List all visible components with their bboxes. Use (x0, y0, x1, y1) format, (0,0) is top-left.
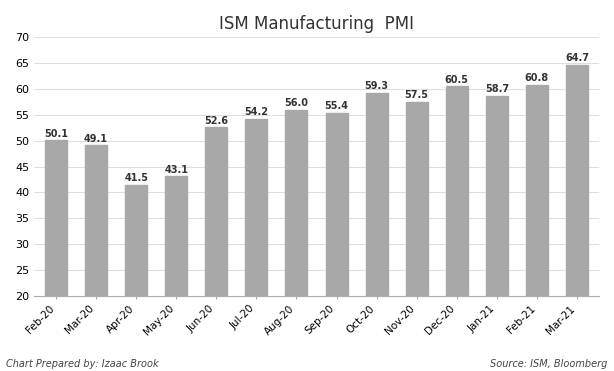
Bar (446, 86, 468, 296)
Bar (286, 110, 308, 296)
Bar (246, 119, 268, 296)
Text: 56.0: 56.0 (284, 98, 308, 108)
Text: 64.7: 64.7 (565, 53, 589, 63)
Bar (566, 65, 588, 296)
Text: 43.1: 43.1 (164, 165, 188, 175)
Text: 60.8: 60.8 (525, 73, 549, 83)
Text: 59.3: 59.3 (365, 81, 389, 91)
Bar (325, 113, 348, 296)
Bar (85, 145, 107, 296)
Text: 55.4: 55.4 (325, 101, 349, 111)
Title: ISM Manufacturing  PMI: ISM Manufacturing PMI (219, 15, 414, 33)
Bar (486, 96, 508, 296)
Text: 54.2: 54.2 (244, 108, 268, 118)
Bar (205, 127, 227, 296)
Text: Source: ISM, Bloomberg: Source: ISM, Bloomberg (491, 359, 608, 369)
Bar (165, 176, 187, 296)
Bar (365, 93, 387, 296)
Bar (406, 102, 428, 296)
Text: 52.6: 52.6 (204, 116, 228, 126)
Text: 60.5: 60.5 (445, 75, 468, 85)
Text: Chart Prepared by: Izaac Brook: Chart Prepared by: Izaac Brook (6, 359, 159, 369)
Bar (45, 140, 67, 296)
Text: 58.7: 58.7 (485, 84, 509, 94)
Bar (125, 185, 147, 296)
Text: 57.5: 57.5 (405, 91, 429, 101)
Bar (526, 85, 548, 296)
Text: 49.1: 49.1 (84, 134, 108, 144)
Text: 41.5: 41.5 (124, 173, 148, 183)
Text: 50.1: 50.1 (44, 129, 68, 139)
